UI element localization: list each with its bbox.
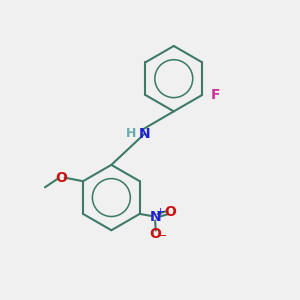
Text: O: O bbox=[56, 171, 68, 184]
Text: O: O bbox=[165, 205, 176, 218]
Text: +: + bbox=[156, 206, 165, 217]
Text: O: O bbox=[149, 227, 161, 241]
Text: H: H bbox=[126, 127, 136, 140]
Text: F: F bbox=[210, 88, 220, 102]
Text: N: N bbox=[139, 127, 151, 141]
Text: −: − bbox=[158, 231, 167, 241]
Text: N: N bbox=[149, 210, 161, 224]
